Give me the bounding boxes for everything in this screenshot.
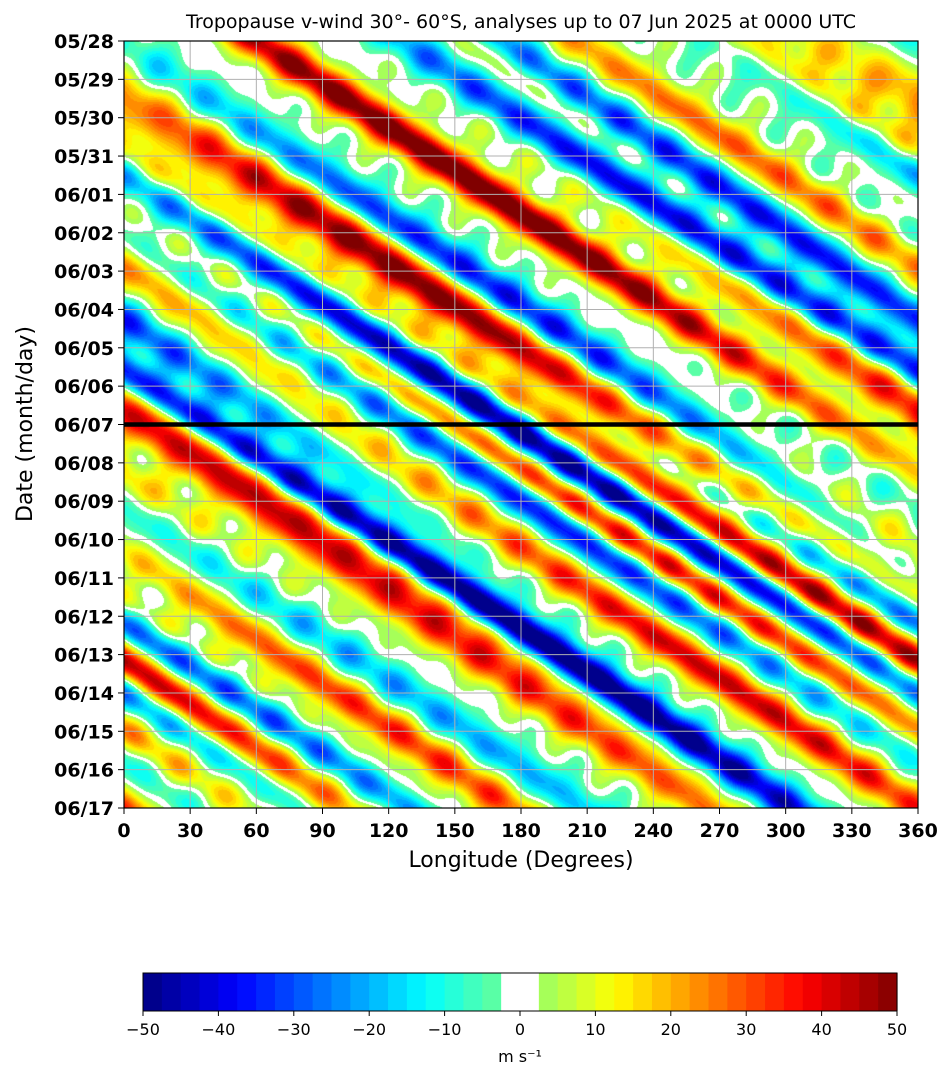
colorbar-swatch bbox=[501, 973, 521, 1011]
x-tick-label: 0 bbox=[117, 820, 130, 842]
y-tick-label: 05/30 bbox=[54, 108, 114, 130]
colorbar-swatch bbox=[878, 973, 898, 1011]
plot-area bbox=[123, 40, 919, 809]
x-tick-label: 240 bbox=[633, 820, 673, 842]
colorbar-swatch bbox=[557, 973, 578, 1011]
y-tick-label: 06/12 bbox=[54, 606, 114, 628]
colorbar-swatch bbox=[444, 973, 465, 1011]
x-tick-label: 180 bbox=[501, 820, 541, 842]
y-tick-label: 06/16 bbox=[54, 760, 114, 782]
colorbar-swatch bbox=[143, 973, 163, 1011]
x-tick-label: 30 bbox=[177, 820, 203, 842]
colorbar-swatch bbox=[708, 973, 728, 1011]
y-axis-label: Date (month/day) bbox=[13, 326, 38, 522]
colorbar-swatch bbox=[388, 973, 408, 1011]
y-tick-label: 06/15 bbox=[54, 721, 114, 743]
chart-title: Tropopause v-wind 30°- 60°S, analyses up… bbox=[185, 11, 856, 33]
colorbar-swatch bbox=[312, 973, 333, 1011]
colorbar-swatch bbox=[840, 973, 860, 1011]
y-tick-label: 06/03 bbox=[54, 261, 114, 283]
y-tick-label: 06/17 bbox=[54, 798, 114, 820]
colorbar-swatch bbox=[199, 973, 219, 1011]
colorbar-swatch bbox=[180, 973, 201, 1011]
colorbar-swatch bbox=[859, 973, 879, 1011]
colorbar-tick-label: 40 bbox=[811, 1020, 831, 1039]
colorbar-tick-label: 10 bbox=[585, 1020, 605, 1039]
colorbar-ticks: −50 −40 −30 −20 −10 0 10 20 30 40 50 bbox=[126, 1011, 907, 1039]
colorbar-swatch bbox=[369, 973, 389, 1011]
colorbar-swatch bbox=[520, 973, 540, 1011]
colorbar-tick-label: −50 bbox=[126, 1020, 160, 1039]
y-tick-label: 06/04 bbox=[54, 299, 114, 321]
colorbar-tick-label: −40 bbox=[202, 1020, 236, 1039]
colorbar-swatch bbox=[274, 973, 295, 1011]
colorbar-label: m s⁻¹ bbox=[498, 1047, 542, 1066]
x-tick-label: 210 bbox=[567, 820, 607, 842]
colorbar-tick-label: 0 bbox=[515, 1020, 525, 1039]
colorbar-swatch bbox=[614, 973, 634, 1011]
x-tick-label: 360 bbox=[898, 820, 938, 842]
x-axis-label: Longitude (Degrees) bbox=[408, 848, 633, 873]
colorbar-swatch bbox=[821, 973, 842, 1011]
colorbar-swatch bbox=[802, 973, 823, 1011]
colorbar-swatch bbox=[425, 973, 446, 1011]
y-tick-label: 06/10 bbox=[54, 530, 114, 552]
colorbar-swatch bbox=[482, 973, 502, 1011]
y-tick-label: 06/05 bbox=[54, 338, 114, 360]
y-tick-label: 05/29 bbox=[54, 69, 114, 91]
y-tick-label: 06/11 bbox=[54, 568, 114, 590]
y-tick-label: 06/13 bbox=[54, 645, 114, 667]
colorbar: −50 −40 −30 −20 −10 0 10 20 30 40 50 m s⁻¹ bbox=[126, 972, 907, 1066]
colorbar-swatch bbox=[689, 973, 710, 1011]
colorbar-tick-label: −20 bbox=[352, 1020, 386, 1039]
x-tick-label: 330 bbox=[832, 820, 872, 842]
colorbar-swatch bbox=[218, 973, 238, 1011]
colorbar-swatch bbox=[651, 973, 672, 1011]
y-tick-label: 05/31 bbox=[54, 146, 114, 168]
x-tick-label: 120 bbox=[369, 820, 409, 842]
colorbar-swatch bbox=[538, 973, 559, 1011]
colorbar-swatch bbox=[576, 973, 596, 1011]
y-tick-label: 06/14 bbox=[54, 683, 114, 705]
colorbar-tick-label: −30 bbox=[277, 1020, 311, 1039]
colorbar-swatch bbox=[783, 973, 804, 1011]
colorbar-swatch bbox=[463, 973, 483, 1011]
colorbar-swatch bbox=[670, 973, 691, 1011]
y-tick-label: 06/02 bbox=[54, 223, 114, 245]
colorbar-swatch bbox=[406, 973, 427, 1011]
colorbar-swatch bbox=[293, 973, 314, 1011]
y-tick-label: 06/01 bbox=[54, 184, 114, 206]
y-tick-label: 06/09 bbox=[54, 491, 114, 513]
x-tick-label: 270 bbox=[700, 820, 740, 842]
x-tick-label: 60 bbox=[243, 820, 269, 842]
y-tick-label: 05/28 bbox=[54, 31, 114, 53]
colorbar-swatch bbox=[331, 973, 351, 1011]
colorbar-tick-label: 30 bbox=[736, 1020, 756, 1039]
x-tick-label: 150 bbox=[435, 820, 475, 842]
x-tick-label: 90 bbox=[309, 820, 335, 842]
colorbar-tick-label: 20 bbox=[661, 1020, 681, 1039]
colorbar-swatch bbox=[727, 973, 747, 1011]
y-tick-label: 06/06 bbox=[54, 376, 114, 398]
y-axis-ticks: 05/28 05/29 05/30 05/31 06/01 06/02 06/03 06/04… bbox=[54, 31, 124, 820]
colorbar-swatch bbox=[350, 973, 370, 1011]
colorbar-tick-label: −10 bbox=[428, 1020, 462, 1039]
colorbar-tick-label: 50 bbox=[887, 1020, 907, 1039]
x-axis-ticks: 0 30 60 90 120 150 180 210 240 270 300 330 360 bbox=[117, 808, 938, 842]
colorbar-swatches bbox=[143, 973, 898, 1011]
colorbar-swatch bbox=[595, 973, 615, 1011]
colorbar-swatch bbox=[746, 973, 766, 1011]
colorbar-swatch bbox=[765, 973, 785, 1011]
colorbar-swatch bbox=[161, 973, 182, 1011]
colorbar-swatch bbox=[237, 973, 257, 1011]
colorbar-swatch bbox=[256, 973, 276, 1011]
colorbar-swatch bbox=[633, 973, 653, 1011]
y-tick-label: 06/07 bbox=[54, 415, 114, 437]
y-tick-label: 06/08 bbox=[54, 453, 114, 475]
x-tick-label: 300 bbox=[766, 820, 806, 842]
